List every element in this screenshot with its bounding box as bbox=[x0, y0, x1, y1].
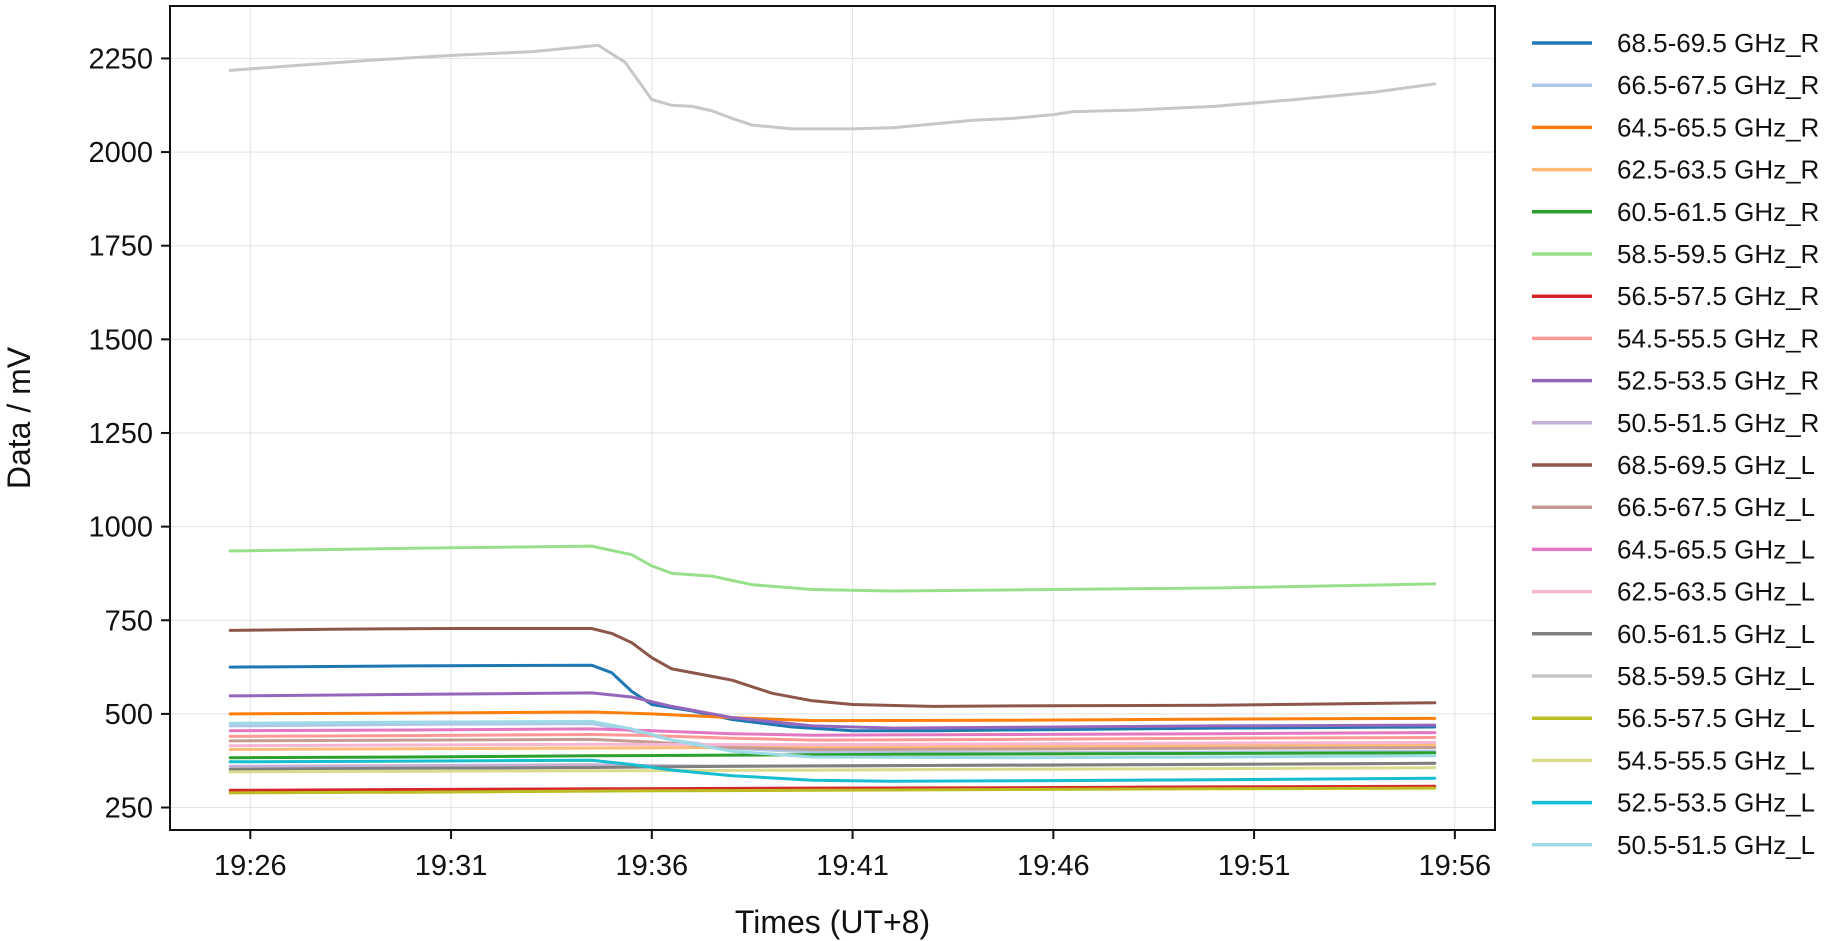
y-tick-label: 1250 bbox=[88, 418, 153, 450]
legend-label: 52.5-53.5 GHz_L bbox=[1617, 788, 1815, 818]
legend-item: 56.5-57.5 GHz_L bbox=[1532, 703, 1815, 733]
x-axis-title: Times (UT+8) bbox=[735, 904, 930, 940]
legend-label: 64.5-65.5 GHz_L bbox=[1617, 534, 1815, 564]
axis-ticks: 19:26 19:31 19:36 19:41 19:46 19:51 19:56 250 50… bbox=[88, 43, 1491, 882]
y-tick-label: 2000 bbox=[88, 137, 153, 169]
legend-label: 62.5-63.5 GHz_L bbox=[1617, 577, 1815, 607]
series-line bbox=[228, 758, 1437, 783]
series-line bbox=[228, 766, 1437, 774]
x-tick-label: 19:26 bbox=[214, 850, 287, 882]
legend-item: 56.5-57.5 GHz_R bbox=[1532, 281, 1819, 311]
grid bbox=[170, 6, 1495, 830]
x-tick-label: 19:31 bbox=[415, 850, 488, 882]
x-tick-label: 19:51 bbox=[1218, 850, 1291, 882]
legend-label: 50.5-51.5 GHz_L bbox=[1617, 830, 1815, 860]
y-tick-label: 250 bbox=[105, 793, 153, 825]
legend-item: 66.5-67.5 GHz_R bbox=[1532, 70, 1819, 100]
y-tick-label: 1000 bbox=[88, 512, 153, 544]
legend-label: 58.5-59.5 GHz_R bbox=[1617, 239, 1819, 269]
series-line bbox=[228, 761, 1437, 771]
series-line bbox=[228, 740, 1437, 748]
series-line bbox=[228, 627, 1437, 708]
legend-label: 66.5-67.5 GHz_L bbox=[1617, 492, 1815, 522]
legend-label: 56.5-57.5 GHz_L bbox=[1617, 703, 1815, 733]
legend-label: 58.5-59.5 GHz_L bbox=[1617, 661, 1815, 691]
series-line bbox=[228, 43, 1437, 131]
legend-item: 58.5-59.5 GHz_L bbox=[1532, 661, 1815, 691]
legend-label: 66.5-67.5 GHz_R bbox=[1617, 70, 1819, 100]
y-tick-label: 750 bbox=[105, 605, 153, 637]
legend-item: 68.5-69.5 GHz_L bbox=[1532, 450, 1815, 480]
x-tick-label: 19:36 bbox=[616, 850, 689, 882]
legend-item: 52.5-53.5 GHz_R bbox=[1532, 366, 1819, 396]
series-line bbox=[228, 733, 1437, 742]
legend-label: 60.5-61.5 GHz_R bbox=[1617, 197, 1819, 227]
legend-label: 56.5-57.5 GHz_R bbox=[1617, 281, 1819, 311]
legend-item: 60.5-61.5 GHz_R bbox=[1532, 197, 1819, 227]
legend-item: 58.5-59.5 GHz_R bbox=[1532, 239, 1819, 269]
legend-item: 68.5-69.5 GHz_R bbox=[1532, 28, 1819, 58]
x-tick-label: 19:56 bbox=[1419, 850, 1492, 882]
legend-item: 50.5-51.5 GHz_R bbox=[1532, 408, 1819, 438]
y-tick-label: 1500 bbox=[88, 324, 153, 356]
series-line bbox=[228, 786, 1437, 795]
y-axis-title: Data / mV bbox=[1, 346, 37, 489]
y-tick-label: 500 bbox=[105, 699, 153, 731]
legend-label: 52.5-53.5 GHz_R bbox=[1617, 366, 1819, 396]
legend-item: 64.5-65.5 GHz_R bbox=[1532, 112, 1819, 142]
legend-label: 64.5-65.5 GHz_R bbox=[1617, 112, 1819, 142]
series-line bbox=[228, 751, 1437, 760]
legend-label: 54.5-55.5 GHz_R bbox=[1617, 323, 1819, 353]
series-line bbox=[228, 691, 1437, 730]
legend-label: 62.5-63.5 GHz_R bbox=[1617, 155, 1819, 185]
series-line bbox=[228, 737, 1437, 751]
series-line bbox=[228, 544, 1437, 593]
legend: 68.5-69.5 GHz_R 66.5-67.5 GHz_R 64.5-65.5 … bbox=[1532, 28, 1819, 860]
legend-item: 54.5-55.5 GHz_L bbox=[1532, 745, 1815, 775]
series-line bbox=[228, 784, 1437, 792]
legend-label: 50.5-51.5 GHz_R bbox=[1617, 408, 1819, 438]
legend-item: 62.5-63.5 GHz_R bbox=[1532, 155, 1819, 185]
legend-item: 52.5-53.5 GHz_L bbox=[1532, 788, 1815, 818]
legend-item: 66.5-67.5 GHz_L bbox=[1532, 492, 1815, 522]
legend-item: 60.5-61.5 GHz_L bbox=[1532, 619, 1815, 649]
series-line bbox=[228, 727, 1437, 737]
series-line bbox=[228, 719, 1437, 760]
y-tick-label: 1750 bbox=[88, 231, 153, 263]
legend-item: 64.5-65.5 GHz_L bbox=[1532, 534, 1815, 564]
legend-label: 68.5-69.5 GHz_L bbox=[1617, 450, 1815, 480]
y-tick-label: 2250 bbox=[88, 43, 153, 75]
x-tick-label: 19:46 bbox=[1017, 850, 1090, 882]
legend-item: 50.5-51.5 GHz_L bbox=[1532, 830, 1815, 860]
legend-item: 62.5-63.5 GHz_L bbox=[1532, 577, 1815, 607]
series-lines bbox=[228, 43, 1437, 795]
plot-frame bbox=[169, 5, 1496, 831]
legend-label: 68.5-69.5 GHz_R bbox=[1617, 28, 1819, 58]
legend-label: 60.5-61.5 GHz_L bbox=[1617, 619, 1815, 649]
legend-label: 54.5-55.5 GHz_L bbox=[1617, 745, 1815, 775]
legend-item: 54.5-55.5 GHz_R bbox=[1532, 323, 1819, 353]
x-tick-label: 19:41 bbox=[816, 850, 889, 882]
